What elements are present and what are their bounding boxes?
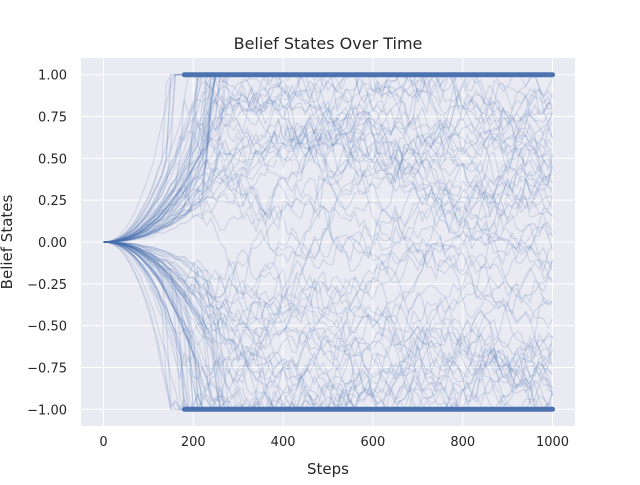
trajectory-series (103, 72, 556, 412)
trajectory-line (103, 151, 554, 243)
trajectory-line (103, 241, 554, 390)
trajectory-line (103, 195, 554, 322)
y-axis-ticks: −1.00 −0.75 −0.50 −0.25 0.00 0.25 0.50 0.75 1.00 (27, 69, 67, 419)
trajectory-line (103, 126, 554, 251)
trajectory-line (103, 84, 554, 243)
trajectory-line (103, 73, 553, 243)
trajectory-line (103, 105, 553, 243)
trajectory-line (103, 73, 554, 243)
trajectory-line (103, 225, 554, 411)
y-tick-label: 0.25 (38, 194, 67, 209)
y-tick-label: −0.50 (27, 320, 67, 335)
y-tick-label: 0.75 (38, 111, 67, 126)
trajectory-line (103, 112, 553, 316)
trajectory-line (103, 241, 554, 411)
trajectory-line (103, 241, 554, 412)
x-tick-label: 0 (99, 435, 107, 450)
trajectory-line (103, 241, 554, 410)
trajectory-line (103, 74, 553, 243)
trajectory-line (103, 241, 553, 411)
trajectory-line (103, 115, 553, 243)
trajectory-line (103, 73, 554, 243)
trajectory-line (103, 156, 553, 273)
y-tick-label: 1.00 (38, 69, 67, 84)
x-axis-label: Steps (307, 460, 349, 478)
trajectory-line (103, 90, 554, 243)
trajectory-line (103, 72, 554, 243)
trajectory-line (103, 72, 554, 243)
trajectory-line (103, 74, 554, 253)
trajectory-line (103, 222, 554, 329)
trajectory-line (103, 167, 554, 243)
trajectory-line (103, 73, 553, 243)
x-tick-label: 1000 (536, 435, 569, 450)
trajectory-line (103, 241, 553, 412)
trajectory-line (103, 241, 553, 411)
trajectory-line (103, 87, 553, 243)
trajectory-line (103, 136, 554, 243)
trajectory-line (103, 223, 554, 298)
y-tick-label: −1.00 (27, 403, 67, 418)
trajectory-line (103, 241, 554, 372)
trajectory-line (103, 127, 554, 257)
trajectory-line (103, 123, 554, 278)
trajectory-line (103, 241, 553, 383)
trajectory-line (103, 241, 553, 411)
trajectory-line (103, 137, 553, 306)
trajectory-line (103, 120, 553, 243)
x-tick-label: 800 (450, 435, 475, 450)
trajectory-line (103, 241, 553, 370)
x-tick-label: 200 (181, 435, 206, 450)
x-tick-label: 600 (360, 435, 385, 450)
trajectory-line (103, 195, 553, 329)
trajectory-line (103, 138, 553, 336)
chart-title: Belief States Over Time (234, 34, 423, 53)
y-tick-label: 0.50 (38, 152, 67, 167)
trajectory-line (103, 241, 553, 411)
trajectory-line (103, 73, 553, 243)
y-axis-label: Belief States (0, 194, 16, 289)
y-tick-label: −0.25 (27, 278, 67, 293)
trajectory-line (103, 87, 553, 243)
trajectory-line (103, 241, 554, 411)
trajectory-line (103, 241, 553, 393)
trajectory-line (103, 241, 553, 407)
trajectory-line (103, 241, 553, 411)
trajectory-line (103, 73, 553, 243)
y-tick-label: 0.00 (38, 236, 67, 251)
trajectory-line (103, 241, 554, 407)
y-tick-label: −0.75 (27, 361, 67, 376)
trajectory-line (103, 73, 553, 243)
trajectory-line (103, 226, 554, 392)
trajectory-line (103, 117, 553, 345)
trajectory-line (103, 73, 554, 243)
trajectory-line (103, 105, 554, 377)
trajectory-line (103, 241, 553, 363)
trajectory-line (103, 87, 554, 243)
trajectory-line (103, 75, 554, 243)
trajectory-line (103, 73, 554, 243)
x-axis-ticks: 0 200 400 600 800 1000 (99, 435, 569, 450)
trajectory-line (103, 107, 554, 243)
trajectory-line (103, 241, 553, 410)
trajectory-line (103, 177, 554, 297)
x-tick-label: 400 (271, 435, 296, 450)
